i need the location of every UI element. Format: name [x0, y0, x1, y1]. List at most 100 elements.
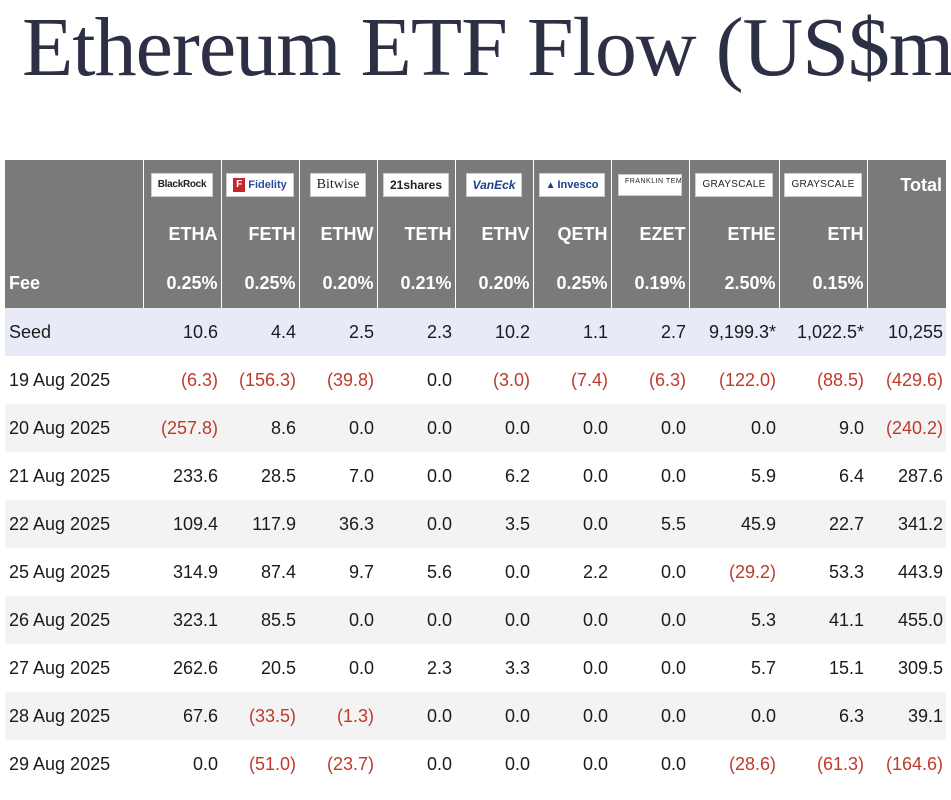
flow-cell: 9,199.3* — [689, 308, 779, 356]
fee-cell: 0.20% — [454, 259, 533, 308]
flow-cell: 0.0 — [455, 548, 533, 596]
franklin-templeton-logo: FRANKLIN TEMPLETON — [618, 174, 682, 197]
ticker-row: ETHA FETH ETHW TETH ETHV QETH EZET ETHE ETH — [5, 210, 946, 259]
row-date: 29 Aug 2025 — [5, 740, 143, 788]
table-row: 19 Aug 2025 (6.3) (156.3) (39.8) 0.0 (3.0) (7.… — [5, 356, 946, 404]
ticker-header: TETH — [376, 210, 455, 259]
flow-cell: 117.9 — [221, 500, 299, 548]
flow-cell: 85.5 — [221, 596, 299, 644]
ticker-header: ETHA — [142, 210, 221, 259]
table-row: 20 Aug 2025 (257.8) 8.6 0.0 0.0 0.0 0.0 0.0 0.0 9… — [5, 404, 946, 452]
table-row: 27 Aug 2025 262.6 20.5 0.0 2.3 3.3 0.0 0.0 5.7 15… — [5, 644, 946, 692]
flow-cell: 53.3 — [779, 548, 867, 596]
row-date: 26 Aug 2025 — [5, 596, 143, 644]
flow-cell: 2.5 — [299, 308, 377, 356]
flow-cell: 6.4 — [779, 452, 867, 500]
vaneck-logo: VanEck — [465, 173, 523, 197]
flow-cell: 5.9 — [689, 452, 779, 500]
21shares-logo: 21shares — [382, 173, 450, 197]
total-cell: 341.2 — [867, 500, 946, 548]
ticker-header: FETH — [220, 210, 299, 259]
grayscale-logo: GRAYSCALE — [695, 173, 773, 197]
flow-cell: 36.3 — [299, 500, 377, 548]
flow-cell: (1.3) — [299, 692, 377, 740]
flow-cell: 9.7 — [299, 548, 377, 596]
total-cell: (240.2) — [867, 404, 946, 452]
seed-label: Seed — [5, 308, 143, 356]
row-date: 27 Aug 2025 — [5, 644, 143, 692]
flow-cell: 0.0 — [377, 404, 455, 452]
flow-cell: 0.0 — [377, 452, 455, 500]
flow-cell: 2.3 — [377, 644, 455, 692]
row-date: 28 Aug 2025 — [5, 692, 143, 740]
fee-cell: 0.21% — [376, 259, 455, 308]
flow-cell: 0.0 — [455, 404, 533, 452]
fee-total-empty — [866, 259, 946, 308]
flow-cell: 15.1 — [779, 644, 867, 692]
flow-cell: (156.3) — [221, 356, 299, 404]
etf-flow-table: BlackRock F Fidelity Bitwise 21shares Van… — [5, 160, 946, 788]
flow-cell: 10.2 — [455, 308, 533, 356]
seed-row: Seed 10.6 4.4 2.5 2.3 10.2 1.1 2.7 9,199.3* 1,022… — [5, 308, 946, 356]
flow-cell: 0.0 — [377, 692, 455, 740]
flow-cell: 6.2 — [455, 452, 533, 500]
flow-cell: 0.0 — [377, 740, 455, 788]
fee-cell: 2.50% — [688, 259, 779, 308]
grayscale-logo: GRAYSCALE — [784, 173, 862, 197]
flow-cell: 0.0 — [611, 452, 689, 500]
flow-cell: 5.6 — [377, 548, 455, 596]
fee-cell: 0.15% — [778, 259, 867, 308]
flow-cell: 0.0 — [455, 740, 533, 788]
total-cell: 39.1 — [867, 692, 946, 740]
page-title: Ethereum ETF Flow (US$m) — [22, 1, 951, 94]
flow-cell: 323.1 — [143, 596, 221, 644]
total-cell: 455.0 — [867, 596, 946, 644]
flow-cell: (122.0) — [689, 356, 779, 404]
flow-cell: (88.5) — [779, 356, 867, 404]
flow-cell: (33.5) — [221, 692, 299, 740]
flow-cell: 6.3 — [779, 692, 867, 740]
flow-cell: 2.2 — [533, 548, 611, 596]
flow-cell: (29.2) — [689, 548, 779, 596]
flow-cell: 5.7 — [689, 644, 779, 692]
flow-cell: 0.0 — [611, 548, 689, 596]
table-row: 28 Aug 2025 67.6 (33.5) (1.3) 0.0 0.0 0.0 0.0 0.… — [5, 692, 946, 740]
flow-cell: 45.9 — [689, 500, 779, 548]
row-date: 22 Aug 2025 — [5, 500, 143, 548]
flow-cell: 0.0 — [533, 596, 611, 644]
flow-cell: (23.7) — [299, 740, 377, 788]
table-row: 22 Aug 2025 109.4 117.9 36.3 0.0 3.5 0.0 5.5 45.… — [5, 500, 946, 548]
flow-cell: (6.3) — [611, 356, 689, 404]
flow-cell: (51.0) — [221, 740, 299, 788]
flow-cell: 67.6 — [143, 692, 221, 740]
row-date: 20 Aug 2025 — [5, 404, 143, 452]
total-cell: 10,255 — [867, 308, 946, 356]
ticker-label-cell — [5, 210, 143, 259]
row-date: 21 Aug 2025 — [5, 452, 143, 500]
flow-cell: (257.8) — [143, 404, 221, 452]
fee-cell: 0.25% — [142, 259, 221, 308]
flow-cell: 0.0 — [143, 740, 221, 788]
flow-cell: 0.0 — [455, 692, 533, 740]
fee-label: Fee — [5, 259, 143, 308]
ticker-total-empty — [866, 210, 946, 259]
flow-cell: 10.6 — [143, 308, 221, 356]
flow-cell: 8.6 — [221, 404, 299, 452]
flow-cell: 0.0 — [299, 644, 377, 692]
flow-cell: 0.0 — [533, 692, 611, 740]
flow-cell: (6.3) — [143, 356, 221, 404]
flow-cell: 0.0 — [455, 596, 533, 644]
flow-cell: 0.0 — [611, 740, 689, 788]
row-date: 25 Aug 2025 — [5, 548, 143, 596]
flow-cell: 2.7 — [611, 308, 689, 356]
table-row: 29 Aug 2025 0.0 (51.0) (23.7) 0.0 0.0 0.0 0.0 (2… — [5, 740, 946, 788]
table-row: 26 Aug 2025 323.1 85.5 0.0 0.0 0.0 0.0 0.0 5.3 41… — [5, 596, 946, 644]
invesco-logo: ▲ Invesco — [538, 173, 606, 197]
total-cell: 443.9 — [867, 548, 946, 596]
flow-cell: 1,022.5* — [779, 308, 867, 356]
fee-cell: 0.19% — [610, 259, 689, 308]
total-cell: 309.5 — [867, 644, 946, 692]
total-cell: (164.6) — [867, 740, 946, 788]
total-header: Total — [866, 160, 946, 210]
fee-cell: 0.25% — [532, 259, 611, 308]
